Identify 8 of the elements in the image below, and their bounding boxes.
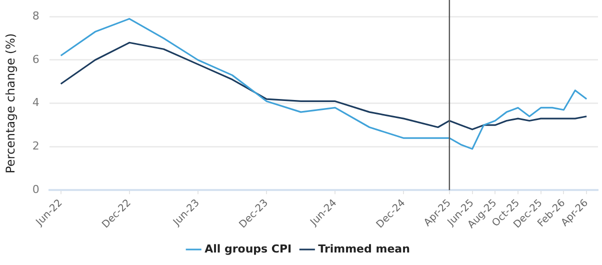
y-tick-label: 2 bbox=[32, 140, 40, 153]
y-tick-label: 4 bbox=[32, 96, 40, 110]
y-tick-label: 0 bbox=[32, 183, 40, 196]
y-tick-label: 8 bbox=[32, 9, 40, 22]
y-tick-label: 6 bbox=[32, 52, 40, 66]
legend-label: Trimmed mean bbox=[318, 242, 410, 256]
legend-label: All groups CPI bbox=[204, 242, 292, 256]
y-axis-title: Percentage change (%) bbox=[3, 33, 18, 174]
